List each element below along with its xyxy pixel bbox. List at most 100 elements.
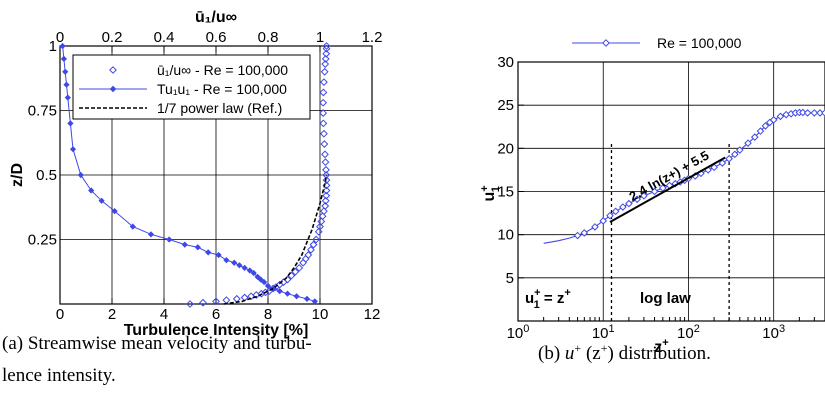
legend-marker-diamond-b <box>602 39 610 47</box>
turbulence-intensity-point <box>284 290 291 297</box>
mean-velocity-point <box>322 42 331 50</box>
turbulence-intensity-point <box>205 249 212 256</box>
mean-velocity-point <box>322 186 331 195</box>
turbulence-intensity-point <box>194 244 201 251</box>
velocity-profile-point <box>769 116 778 124</box>
mean-velocity-point <box>322 176 331 185</box>
legend-label-a: ū₁/u∞ - Re = 100,000 <box>157 62 288 78</box>
velocity-profile-point <box>718 159 727 167</box>
viscous-sup2: + <box>564 287 570 299</box>
turbulence-intensity-point <box>246 267 253 274</box>
tick-label-x-top-a: 0.8 <box>258 29 279 46</box>
tick-exponent: 1 <box>609 323 615 335</box>
viscous-sub1: 1 <box>534 299 540 311</box>
mean-velocity-point <box>321 196 330 205</box>
turbulence-intensity-point <box>311 298 318 305</box>
mean-velocity-point <box>304 251 313 259</box>
mean-velocity-point <box>321 158 330 167</box>
viscous-sublayer-label: u+ 1 = z+ <box>525 287 571 311</box>
x-label-base: z <box>654 339 662 356</box>
tick-label-y-a: 1 <box>49 38 57 55</box>
mean-velocity-point <box>321 202 330 210</box>
turbulence-intensity-point <box>276 287 283 295</box>
mean-velocity-point <box>321 54 330 63</box>
turbulence-intensity-point <box>223 257 230 264</box>
tick-label-x-top-a: 0 <box>56 29 64 46</box>
turbulence-intensity-point <box>241 264 248 271</box>
turbulence-intensity-point <box>64 94 71 101</box>
tick-label-x-b: 102 <box>677 323 700 342</box>
tick-label-x-bottom-a: 6 <box>212 306 220 323</box>
turbulence-intensity-point <box>88 187 95 194</box>
turbulence-intensity-point <box>59 42 66 50</box>
tick-base: 10 <box>592 325 609 342</box>
tick-label-x-bottom-a: 8 <box>264 306 272 323</box>
turbulence-intensity-point <box>62 68 69 75</box>
mean-velocity-point <box>312 235 321 244</box>
tick-label-x-bottom-a: 10 <box>312 306 329 323</box>
tick-label-x-top-a: 0.4 <box>154 29 175 46</box>
turbulence-intensity-point <box>98 197 105 204</box>
turbulence-intensity-point <box>129 223 136 230</box>
turbulence-intensity-point <box>63 81 70 88</box>
turbulence-intensity-point <box>303 295 311 302</box>
tick-exponent: 3 <box>779 323 785 335</box>
tick-label-y-b: 20 <box>497 140 514 157</box>
tick-label-y-a: 0.25 <box>28 232 57 249</box>
velocity-profile-point <box>750 133 759 141</box>
viscous-sup1: + <box>534 287 540 299</box>
mean-velocity-point <box>317 217 326 226</box>
velocity-profile-point <box>810 109 819 117</box>
caption-a-line1: (a) Streamwise mean velocity and turbu- <box>2 333 312 354</box>
tick-label-y-b: 10 <box>497 227 514 244</box>
turbulence-intensity-point <box>264 282 272 290</box>
mean-velocity-point <box>316 222 324 231</box>
velocity-profile-point <box>761 122 770 130</box>
tick-label-y-b: 15 <box>497 184 514 201</box>
velocity-profile-point <box>640 192 648 200</box>
tick-base: 10 <box>762 325 779 342</box>
turbulence-intensity-point <box>236 262 243 269</box>
velocity-profile-point <box>619 203 627 211</box>
mean-velocity-point <box>319 78 328 87</box>
velocity-profile-point <box>611 207 620 216</box>
turbulence-intensity-line <box>62 45 315 302</box>
chart-panel-a: 0 2 4 6 8 10 12 0 0.2 0.4 0.6 0.8 1 1.2 0.25 0.5 0.75 1 Tu… <box>9 9 382 339</box>
mean-velocity-point <box>319 129 328 138</box>
y-label-sub: 1 <box>490 186 502 192</box>
velocity-profile-point <box>591 223 599 231</box>
mean-velocity-point <box>299 258 308 267</box>
log-law-region-label: log law <box>640 290 691 307</box>
mean-velocity-point <box>319 88 328 97</box>
viscous-eq: = z <box>540 290 565 307</box>
caption-b: (b) u+ (z+) distribution. <box>538 340 711 368</box>
mean-velocity-point <box>321 150 329 159</box>
mean-velocity-point <box>322 165 330 174</box>
tick-base: 10 <box>507 325 524 342</box>
tick-label-x-top-a: 0.2 <box>102 29 123 46</box>
mean-velocity-point <box>319 207 328 216</box>
velocity-profile-point <box>799 108 807 117</box>
tick-label-x-bottom-a: 0 <box>56 306 64 323</box>
velocity-profile-point <box>735 146 744 154</box>
turbulence-intensity-point <box>215 251 222 259</box>
velocity-profile-point <box>710 163 718 172</box>
tick-label-y-a: 0.5 <box>36 167 57 184</box>
velocity-profile-point <box>573 231 582 240</box>
tick-exponent: 2 <box>694 323 700 335</box>
velocity-profile-point <box>650 187 659 196</box>
turbulence-intensity-point <box>77 171 84 179</box>
x-axis-label-bottom-a: Turbulence Intensity [%] <box>124 322 309 339</box>
y-axis-label-a: z/D <box>9 163 26 187</box>
power-law-line <box>223 174 328 305</box>
caption-b-suffix: distribution. <box>613 343 711 364</box>
mean-velocity-point <box>212 297 220 306</box>
caption-b-end: ) <box>607 343 614 364</box>
x-label-sup: + <box>662 337 668 349</box>
turbulence-intensity-point <box>254 273 261 281</box>
turbulence-intensity-point <box>67 120 74 127</box>
mean-velocity-point <box>320 67 329 76</box>
tick-label-y-a: 0.75 <box>28 103 57 120</box>
x-axis-label-b: z+ <box>654 337 668 356</box>
